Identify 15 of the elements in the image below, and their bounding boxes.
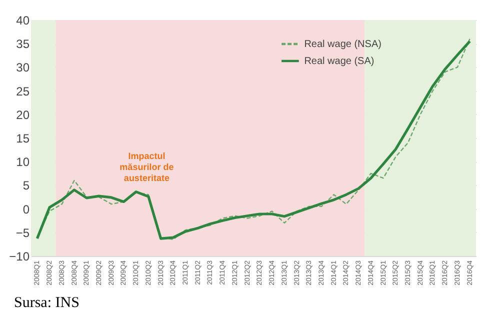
y-tick-label: 40 — [16, 14, 30, 28]
y-tick-label: 35 — [16, 37, 30, 52]
y-tick-label: 20 — [16, 108, 30, 122]
annotation: Impactul măsurilor de austeritate — [120, 151, 174, 184]
y-tick-label: −10 — [9, 250, 30, 264]
y-tick-label: 0 — [22, 202, 30, 216]
legend-label: Real wage (NSA) — [304, 39, 382, 50]
y-tick-label: 15 — [16, 132, 30, 146]
y-tick-label: 30 — [16, 60, 30, 75]
y-tick-label: 25 — [16, 84, 30, 98]
text: Sursa: INS — [14, 295, 80, 312]
legend-label: Real wage (SA) — [304, 56, 374, 67]
y-tick-label: −5 — [16, 226, 30, 240]
y-tick-label: 10 — [16, 155, 30, 170]
y-tick-label: 5 — [22, 178, 30, 193]
